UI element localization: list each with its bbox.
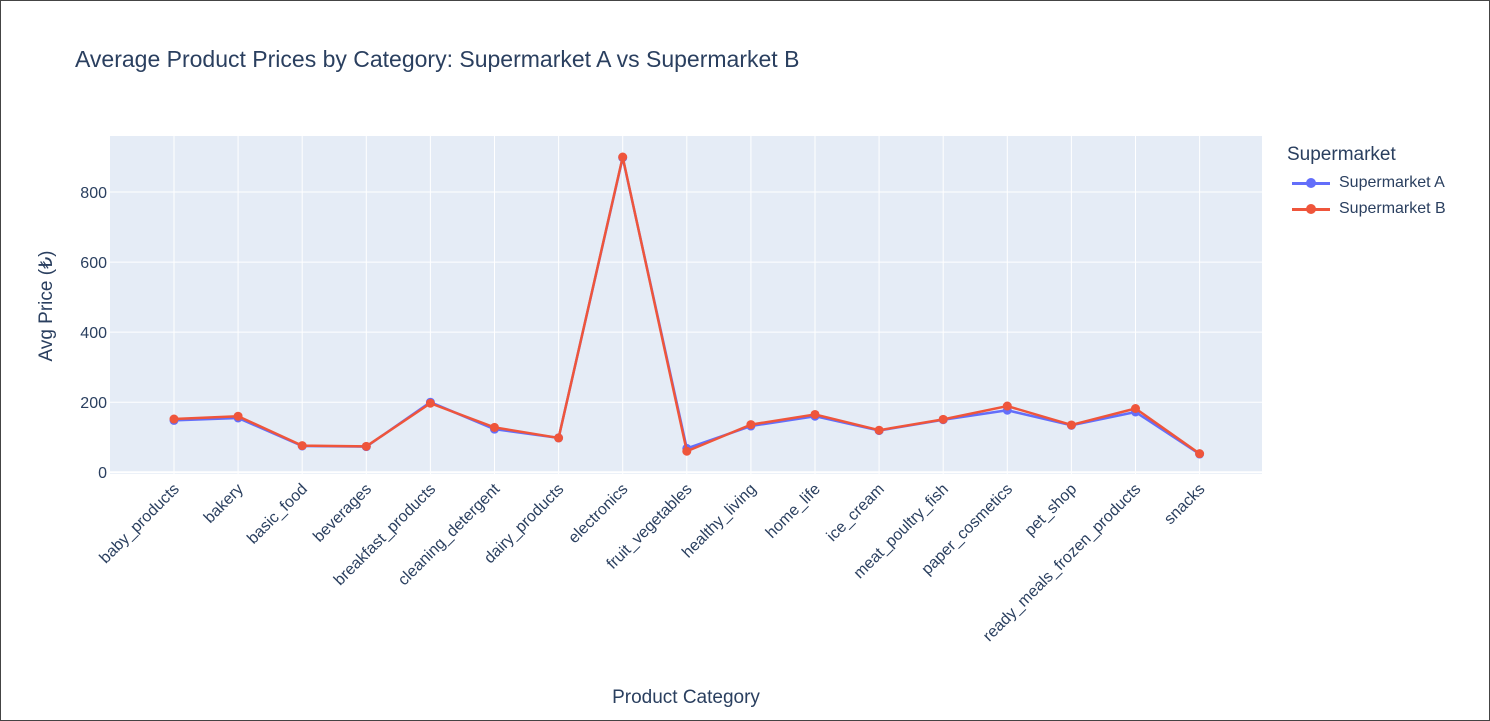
x-tick-label: basic_food bbox=[244, 481, 311, 548]
data-point[interactable] bbox=[938, 414, 948, 424]
x-tick-label: baby_products bbox=[97, 481, 183, 567]
data-point[interactable] bbox=[169, 414, 179, 424]
data-point[interactable] bbox=[682, 446, 692, 456]
y-tick-label: 800 bbox=[80, 185, 107, 202]
data-point[interactable] bbox=[1131, 404, 1140, 414]
data-point[interactable] bbox=[1002, 401, 1012, 411]
data-point[interactable] bbox=[554, 433, 564, 443]
x-tick-label: bakery bbox=[201, 481, 247, 527]
data-point[interactable] bbox=[874, 425, 884, 435]
x-tick-label: home_life bbox=[763, 481, 824, 542]
x-tick-label: snacks bbox=[1161, 481, 1208, 528]
y-tick-labels: 0 200 400 600 800 bbox=[80, 185, 107, 482]
x-tick-label: beverages bbox=[310, 481, 375, 546]
x-axis-title: Product Category bbox=[612, 687, 760, 708]
data-point[interactable] bbox=[1066, 420, 1076, 430]
data-point[interactable] bbox=[1195, 449, 1205, 459]
x-tick-label: ice_cream bbox=[824, 481, 888, 545]
y-tick-label: 600 bbox=[80, 255, 107, 272]
series-b bbox=[169, 152, 1205, 459]
series-b-swatch-icon bbox=[1292, 202, 1330, 216]
legend-item-supermarket-a[interactable]: Supermarket A bbox=[1292, 173, 1445, 193]
x-tick-label: electronics bbox=[565, 481, 631, 547]
series-group bbox=[169, 152, 1205, 459]
data-point[interactable] bbox=[233, 411, 243, 421]
data-point[interactable] bbox=[490, 422, 499, 432]
series-a-swatch-icon bbox=[1292, 176, 1330, 190]
x-tick-label: pet_shop bbox=[1022, 481, 1081, 540]
y-tick-label: 0 bbox=[98, 465, 107, 482]
y-axis-title: Avg Price (₺) bbox=[36, 251, 57, 362]
legend-label: Supermarket A bbox=[1339, 174, 1445, 191]
legend-label: Supermarket B bbox=[1339, 200, 1446, 217]
y-tick-label: 400 bbox=[80, 325, 107, 342]
data-point[interactable] bbox=[746, 420, 756, 430]
plot-area bbox=[110, 136, 1262, 474]
data-point[interactable] bbox=[810, 409, 820, 419]
x-gridlines bbox=[173, 136, 1201, 474]
data-point[interactable] bbox=[425, 398, 435, 408]
data-point[interactable] bbox=[297, 441, 307, 451]
y-tick-label: 200 bbox=[80, 395, 107, 412]
data-point[interactable] bbox=[361, 441, 371, 451]
data-point[interactable] bbox=[618, 152, 628, 162]
legend-title: Supermarket bbox=[1287, 144, 1396, 165]
chart-title: Average Product Prices by Category: Supe… bbox=[75, 46, 800, 72]
legend-item-supermarket-b[interactable]: Supermarket B bbox=[1292, 199, 1446, 219]
